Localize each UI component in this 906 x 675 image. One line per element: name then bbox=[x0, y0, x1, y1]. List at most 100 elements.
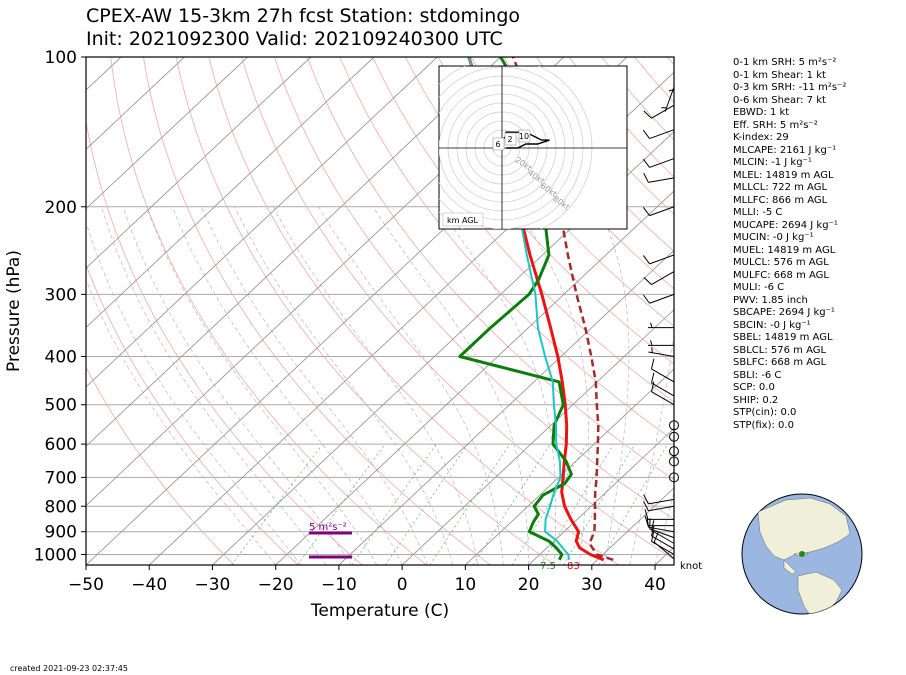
mixing-ratio-line bbox=[351, 443, 437, 565]
hodograph-marker: 6 bbox=[495, 140, 500, 149]
y-tick-label: 1000 bbox=[34, 545, 77, 565]
moist-adiabat bbox=[86, 221, 302, 565]
moist-adiabat bbox=[598, 206, 630, 565]
barb-half bbox=[650, 322, 653, 328]
hodograph-marker: 10 bbox=[519, 132, 529, 141]
dry-adiabat bbox=[470, 57, 674, 290]
index-line: MULCL: 576 m AGL bbox=[733, 257, 829, 268]
x-tick-label: 20 bbox=[518, 575, 540, 595]
barb-flag bbox=[642, 294, 650, 304]
plot-area bbox=[86, 57, 906, 565]
barb-shaft bbox=[651, 541, 675, 555]
barb-shaft bbox=[649, 528, 675, 539]
barb-shaft bbox=[651, 529, 675, 544]
plot-frame bbox=[85, 56, 675, 566]
x-tick-label: 40 bbox=[644, 575, 666, 595]
isotherm bbox=[86, 57, 375, 329]
calm-circle bbox=[669, 431, 679, 442]
barb-flag bbox=[643, 501, 649, 511]
barb-flag bbox=[643, 110, 652, 119]
barb-shaft bbox=[651, 271, 675, 286]
y-tick-label: 400 bbox=[45, 348, 77, 368]
moist-adiabat bbox=[629, 331, 674, 565]
index-line: MLCAPE: 2161 J kg⁻¹ bbox=[733, 144, 837, 156]
wind-barb bbox=[648, 322, 674, 329]
barb-flag bbox=[642, 255, 650, 265]
index-line: SCP: 0.0 bbox=[733, 382, 775, 393]
mixing-ratio-line bbox=[563, 443, 636, 565]
index-line: MLLI: -5 C bbox=[733, 207, 783, 218]
barb-shaft bbox=[664, 87, 675, 112]
wind-barb bbox=[648, 340, 674, 346]
x-tick-label: −40 bbox=[131, 575, 167, 595]
isotherm bbox=[86, 57, 312, 269]
dry-adiabat bbox=[86, 119, 363, 565]
hodograph-legend: km AGL bbox=[447, 216, 479, 225]
wind-barb bbox=[642, 254, 675, 265]
index-line: SBCIN: -0 J kg⁻¹ bbox=[733, 319, 811, 331]
index-line: 0-1 km SRH: 5 m²s⁻² bbox=[733, 57, 837, 68]
wind-unit-label: knot bbox=[680, 561, 702, 572]
parcel-profile bbox=[512, 57, 614, 561]
barb-flag bbox=[642, 206, 650, 216]
wind-barb bbox=[643, 501, 675, 512]
moist-adiabat bbox=[318, 206, 504, 565]
isotherm bbox=[465, 368, 674, 565]
index-line: PWV: 1.85 inch bbox=[733, 294, 808, 306]
hodograph-marker: 2 bbox=[507, 135, 512, 144]
moist-adiabat bbox=[201, 206, 428, 565]
wind-barb bbox=[650, 372, 675, 397]
dry-adiabat bbox=[110, 57, 427, 565]
moist-adiabat bbox=[171, 206, 403, 565]
x-axis-label: Temperature (C) bbox=[310, 601, 449, 621]
x-tick-label: −10 bbox=[321, 575, 357, 595]
index-line: MLLFC: 866 m AGL bbox=[733, 194, 828, 206]
moist-adiabat bbox=[101, 206, 327, 565]
index-line: K-index: 29 bbox=[733, 132, 789, 143]
barb-shaft bbox=[648, 351, 675, 357]
isotherm bbox=[86, 57, 185, 151]
dry-adiabat bbox=[86, 263, 299, 565]
isotherm bbox=[212, 130, 674, 565]
wind-barb bbox=[643, 172, 675, 183]
mixing-ratio-line bbox=[429, 443, 511, 565]
index-line: 0-6 km Shear: 7 kt bbox=[733, 94, 826, 106]
wind-barb bbox=[661, 87, 675, 112]
barb-shaft bbox=[649, 129, 675, 140]
dry-adiabat bbox=[864, 57, 906, 565]
mixing-ratio-line bbox=[540, 443, 614, 565]
barb-half bbox=[651, 347, 653, 353]
index-line: STP(fix): 0.0 bbox=[733, 419, 794, 431]
moist-adiabat bbox=[654, 491, 674, 565]
globe-land-central-america bbox=[783, 559, 797, 575]
dry-adiabat bbox=[143, 57, 491, 565]
barb-shaft bbox=[651, 391, 675, 406]
wind-barb bbox=[648, 347, 675, 357]
y-tick-label: 300 bbox=[45, 285, 77, 305]
wetbulb-profile bbox=[467, 57, 570, 560]
index-line: MUCAPE: 2694 J kg⁻¹ bbox=[733, 219, 838, 231]
barb-flag bbox=[650, 372, 655, 384]
barb-shaft bbox=[649, 254, 675, 265]
x-tick-label: −20 bbox=[258, 575, 294, 595]
index-line: MUEL: 14819 m AGL bbox=[733, 244, 836, 256]
temperature-profile bbox=[467, 57, 605, 562]
barb-shaft bbox=[648, 526, 675, 533]
barb-flag bbox=[642, 129, 650, 139]
hodograph-marker-box bbox=[492, 137, 505, 151]
barb-shaft bbox=[648, 505, 675, 512]
chart-title-line1: CPEX-AW 15-3km 27h fcst Station: stdomin… bbox=[86, 5, 521, 27]
dry-adiabat bbox=[372, 57, 674, 403]
barb-flag bbox=[644, 509, 649, 520]
moist-adiabat bbox=[146, 206, 378, 565]
hodograph-marker-box bbox=[518, 129, 531, 143]
dewpoint-profile bbox=[458, 57, 573, 561]
x-tick-label: −30 bbox=[195, 575, 231, 595]
index-line: SBCAPE: 2694 J kg⁻¹ bbox=[733, 307, 835, 318]
moist-adiabat bbox=[272, 206, 479, 565]
dry-adiabat bbox=[274, 57, 674, 520]
moist-adiabat bbox=[234, 206, 454, 565]
barb-flag bbox=[643, 277, 652, 285]
barb-shaft bbox=[649, 158, 675, 168]
